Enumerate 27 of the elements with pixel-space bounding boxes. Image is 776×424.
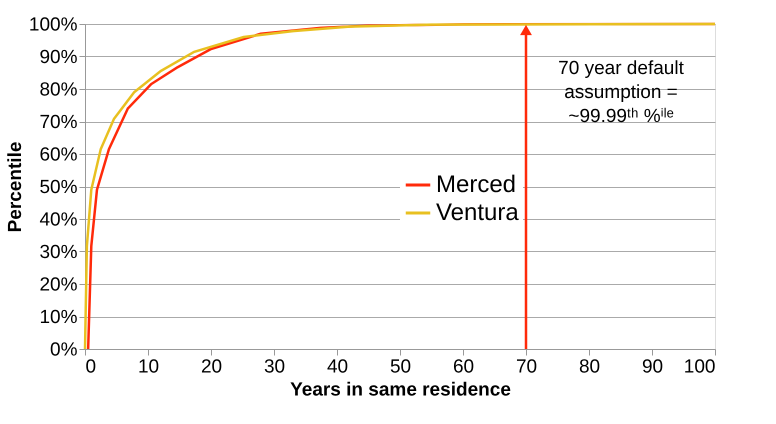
x-tick-label: 10: [138, 356, 160, 378]
x-tick-label: 20: [200, 356, 222, 378]
x-tick-label: 100: [684, 356, 716, 378]
y-tick-label: 50%: [39, 177, 78, 198]
x-tick-label: 0: [86, 356, 96, 378]
legend-label: Merced: [436, 171, 516, 198]
x-tick-label: 90: [642, 356, 664, 378]
y-tick-label: 40%: [39, 210, 78, 230]
y-tick-label: 100%: [28, 14, 78, 36]
x-axis-title: Years in same residence: [290, 380, 511, 400]
y-tick-label: 20%: [39, 274, 78, 296]
y-tick-label: 80%: [39, 80, 78, 100]
y-axis-title: Percentile: [4, 142, 26, 232]
legend-label: Ventura: [436, 199, 520, 226]
x-tick-label: 40: [326, 356, 348, 378]
y-tick-label: 70%: [39, 112, 78, 133]
x-tick-label: 70: [516, 356, 538, 378]
x-tick-label: 30: [264, 356, 286, 378]
annotation: 70 year default assumption = ~99.99ᵗʰ %ⁱˡᵉ: [558, 58, 685, 128]
x-tick-label: 50: [390, 356, 412, 378]
y-tick-label: 60%: [39, 144, 78, 166]
y-tick-label: 0%: [50, 340, 78, 360]
y-tick-label: 10%: [39, 307, 78, 328]
y-tick-label: 30%: [39, 242, 78, 263]
x-tick-label: 60: [452, 356, 474, 378]
x-tick-label: 80: [578, 356, 600, 378]
y-tick-label: 90%: [39, 47, 78, 68]
